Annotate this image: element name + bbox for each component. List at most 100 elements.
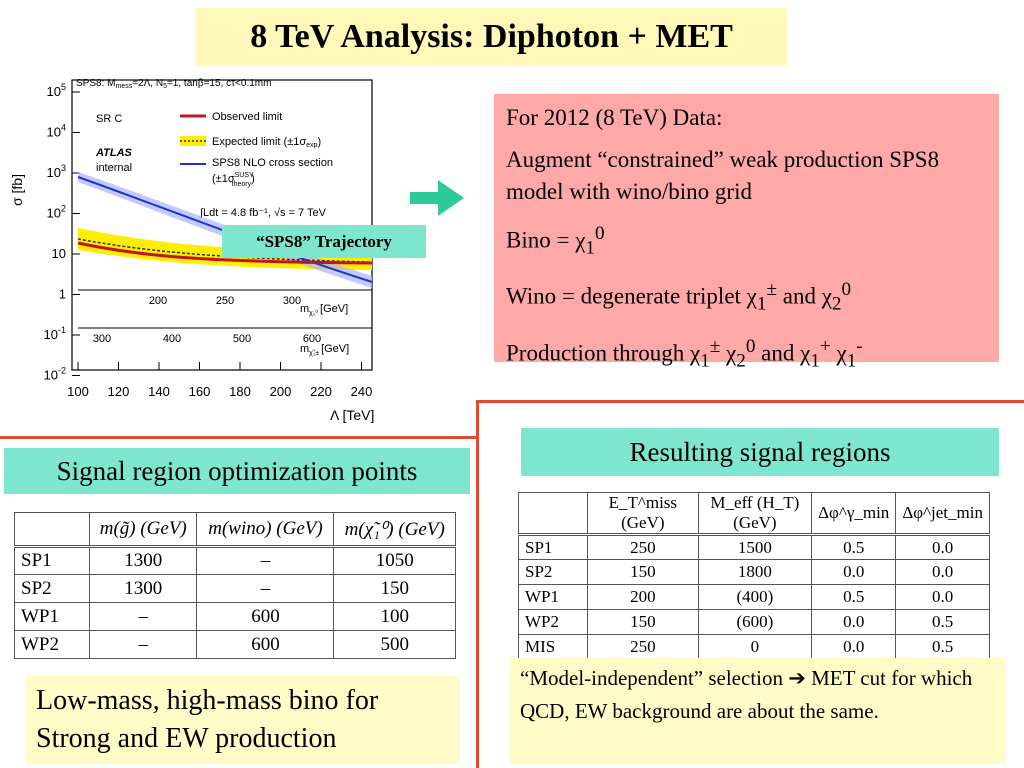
table-cell: 1050: [333, 546, 456, 575]
divider-left-top: [0, 436, 478, 439]
table-cell: WP2: [518, 609, 588, 635]
gluino-axis-ticks: 300 400 500 600: [93, 333, 321, 345]
table-cell: 0.0: [811, 559, 897, 585]
signal-regions-table: E_T^miss (GeV) M_eff (H_T) (GeV) Δφ^γ_mi…: [518, 492, 990, 660]
gluino-tick-label: 400: [163, 333, 181, 345]
table-cell: SP1: [14, 546, 90, 575]
slide-title: 8 TeV Analysis: Diphoton + MET: [196, 8, 787, 66]
table-cell: WP2: [14, 630, 90, 659]
signal-header-4: Δφ^jet_min: [895, 492, 990, 535]
table-cell: WP1: [14, 602, 90, 631]
x-tick-label: 100: [67, 384, 89, 399]
gluino-tick-label: 600: [303, 333, 321, 345]
table-cell: 1300: [88, 546, 198, 575]
table-cell: SP1: [518, 534, 588, 560]
arrow-right-icon: [410, 180, 464, 221]
divider-right-top: [476, 400, 1024, 403]
table-cell: –: [196, 574, 335, 603]
optimization-header-3: m(χ̃₁⁰) (GeV): [333, 512, 456, 547]
table-cell: SP2: [14, 574, 90, 603]
table-row: SP2 150 1800 0.0 0.0: [518, 559, 990, 585]
atlas-label: ATLAS: [95, 147, 133, 159]
table-row: SP1 1300 – 1050: [14, 546, 456, 575]
optimization-table: m(g̃) (GeV) m(wino) (GeV) m(χ̃₁⁰) (GeV) …: [14, 512, 456, 659]
description-box: For 2012 (8 TeV) Data: Augment “constrai…: [494, 94, 999, 371]
signal-header-0: [518, 492, 588, 535]
table-cell: –: [196, 546, 335, 575]
table-cell: 250: [587, 534, 699, 560]
signal-regions-header-row: E_T^miss (GeV) M_eff (H_T) (GeV) Δφ^γ_mi…: [518, 492, 990, 535]
chi-tick-label: 250: [216, 295, 234, 307]
table-row: WP2 – 600 500: [14, 630, 456, 659]
signal-header-1: E_T^miss (GeV): [587, 492, 699, 535]
optimization-label: Signal region optimization points: [4, 448, 470, 494]
chi-axis-label: mχ₁⁰ [GeV]: [300, 303, 348, 317]
x-tick-label: 200: [270, 384, 292, 399]
table-row: SP2 1300 – 150: [14, 574, 456, 603]
table-cell: 500: [333, 630, 456, 659]
description-line2: Augment “constrained” weak production SP…: [506, 147, 940, 204]
table-cell: 150: [333, 574, 456, 603]
table-cell: (400): [697, 584, 813, 610]
table-row: WP1 200 (400) 0.5 0.0: [518, 584, 990, 610]
y-axis-label: σ [fb]: [9, 174, 25, 206]
legend-nlo-uncertainty: (±1σSUSY theory): [212, 172, 255, 188]
y-tick-label: 10: [52, 246, 66, 261]
chi-axis-ticks: 200 250 300: [149, 295, 301, 307]
table-cell: 0.5: [895, 634, 990, 660]
optimization-header-1: m(g̃) (GeV): [88, 512, 198, 547]
optimization-header-0: [14, 512, 90, 547]
arrow-right-icon: ➔: [788, 666, 806, 690]
chi-tick-label: 300: [283, 295, 301, 307]
table-cell: 0: [697, 634, 813, 660]
signal-header-2: M_eff (H_T) (GeV): [697, 492, 813, 535]
gluino-tick-label: 300: [93, 333, 111, 345]
plot-header: SPS8: Mmess=2Λ, N5=1, tanβ=15, cτ<0.1mm: [76, 78, 271, 90]
table-cell: 1300: [88, 574, 198, 603]
table-cell: (600): [697, 609, 813, 635]
y-tick-label: 103: [47, 163, 66, 180]
legend-expected: Expected limit (±1σexp): [212, 136, 321, 149]
table-cell: –: [88, 630, 198, 659]
y-tick-label: 102: [47, 204, 66, 221]
description-production: Production through χ1± χ20 and χ1+ χ1-: [506, 335, 863, 371]
description-bino: Bino = χ10: [506, 223, 605, 259]
x-tick-label: 120: [108, 384, 130, 399]
table-cell: 0.5: [811, 584, 897, 610]
table-cell: 1800: [697, 559, 813, 585]
internal-label: internal: [96, 162, 132, 174]
x-axis-label: Λ [TeV]: [330, 407, 374, 423]
signal-regions-table-wrap: E_T^miss (GeV) M_eff (H_T) (GeV) Δφ^γ_mi…: [518, 492, 990, 660]
table-cell: 0.0: [895, 584, 990, 610]
gluino-tick-label: 500: [233, 333, 251, 345]
y-tick-label: 104: [47, 123, 66, 140]
table-cell: 0.5: [811, 534, 897, 560]
x-tick-label: 160: [189, 384, 211, 399]
expected-line: [77, 238, 373, 263]
y-tick-label: 10-2: [44, 366, 66, 383]
table-cell: 150: [587, 559, 699, 585]
model-independent-note: “Model-independent” selection ➔ MET cut …: [510, 658, 1006, 764]
observed-line: [77, 241, 373, 265]
table-cell: 600: [196, 602, 335, 631]
legend-nlo: SPS8 NLO cross section: [212, 157, 333, 169]
table-row: MIS 250 0 0.0 0.5: [518, 634, 990, 660]
x-tick-label: 220: [310, 384, 332, 399]
table-cell: 0.0: [811, 609, 897, 635]
table-cell: 100: [333, 602, 456, 631]
table-row: WP1 – 600 100: [14, 602, 456, 631]
description-wino: Wino = degenerate triplet χ1± and χ20: [506, 279, 852, 315]
table-cell: 600: [196, 630, 335, 659]
x-tick-label: 240: [351, 384, 373, 399]
optimization-table-wrap: m(g̃) (GeV) m(wino) (GeV) m(χ̃₁⁰) (GeV) …: [14, 512, 456, 659]
table-cell: MIS: [518, 634, 588, 660]
x-tick-label: 140: [148, 384, 170, 399]
x-tick-label: 180: [229, 384, 251, 399]
optimization-header-2: m(wino) (GeV): [196, 512, 335, 547]
table-cell: 250: [587, 634, 699, 660]
table-cell: SP2: [518, 559, 588, 585]
table-cell: 150: [587, 609, 699, 635]
description-line1: For 2012 (8 TeV) Data:: [506, 105, 723, 130]
table-cell: WP1: [518, 584, 588, 610]
